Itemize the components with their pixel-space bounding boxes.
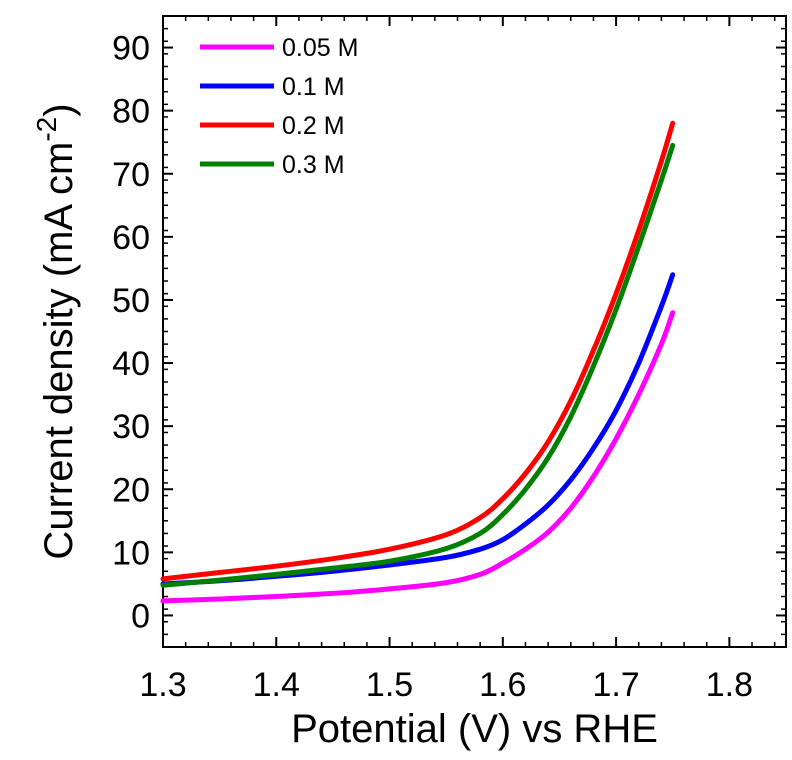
y-tick-label: 70 — [112, 156, 150, 194]
legend-label: 0.2 M — [282, 112, 345, 140]
y-tick-label: 10 — [112, 534, 150, 572]
series-line-0-1-M — [160, 272, 676, 587]
series-line-0-3-M — [160, 142, 676, 588]
y-tick-label: 40 — [112, 345, 150, 383]
y-tick-label: 50 — [112, 282, 150, 320]
y-tick-label: 60 — [112, 219, 150, 257]
x-tick-label: 1.4 — [253, 666, 300, 704]
x-tick-label: 1.6 — [479, 666, 526, 704]
y-axis-title-superscript: -2 — [31, 117, 62, 142]
x-tick-label: 1.3 — [139, 666, 186, 704]
y-axis-title: Current density (mA cm-2) — [31, 103, 81, 559]
y-tick-label: 0 — [131, 597, 150, 635]
y-axis-title-close: ) — [37, 103, 81, 116]
y-tick-label: 30 — [112, 408, 150, 446]
x-tick-label: 1.5 — [366, 666, 413, 704]
legend-label: 0.1 M — [282, 73, 345, 101]
x-tick-label: 1.7 — [592, 666, 639, 704]
series-group — [160, 120, 676, 604]
legend: 0.05 M 0.1 M 0.2 M 0.3 M — [200, 34, 358, 179]
x-tick-label: 1.8 — [706, 666, 753, 704]
x-axis-title: Potential (V) vs RHE — [291, 707, 658, 751]
legend-label: 0.05 M — [282, 34, 358, 62]
ticks-group: 1.3 1.4 1.5 1.6 1.7 1.8 0 10 20 30 40 50 60 70 80 90 — [112, 15, 786, 704]
series-line-0-2-M — [160, 120, 676, 582]
y-tick-label: 20 — [112, 471, 150, 509]
legend-label: 0.3 M — [282, 151, 345, 179]
series-line-0-05-M — [160, 310, 676, 604]
y-tick-label: 80 — [112, 93, 150, 131]
y-axis-title-main: Current density (mA cm — [37, 142, 81, 560]
y-tick-label: 90 — [112, 30, 150, 68]
